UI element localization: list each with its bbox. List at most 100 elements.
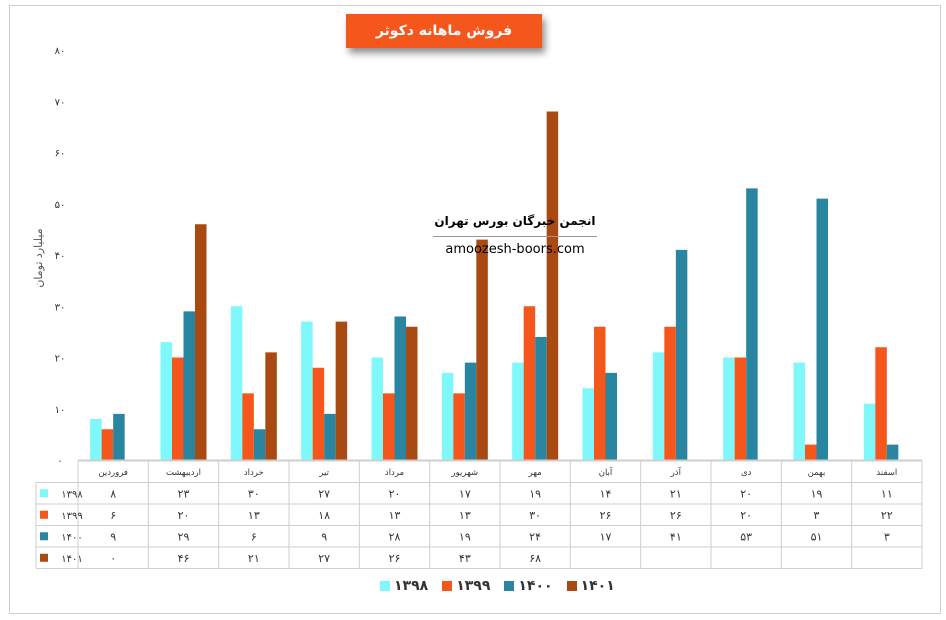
legend-swatch xyxy=(504,581,515,591)
table-cell: ۲۱ xyxy=(670,487,682,500)
bar-6-3 xyxy=(546,111,559,460)
table-cell: ۲۶ xyxy=(389,552,401,565)
bar-8-0 xyxy=(652,352,665,460)
bar-7-2 xyxy=(605,372,617,460)
table-cell: ۳۰ xyxy=(248,487,260,500)
category-label: مهر xyxy=(528,468,542,478)
bar-6-1 xyxy=(523,306,536,460)
table-cell: ۹ xyxy=(110,530,116,543)
category-label: تیر xyxy=(318,468,329,478)
category-label: فروردین xyxy=(98,468,128,478)
category-label: شهریور xyxy=(451,468,479,478)
table-cell: ۱۱ xyxy=(881,487,893,500)
table-cell: ۴۳ xyxy=(459,552,471,565)
legend-label: ۱۳۹۹ xyxy=(456,578,491,594)
table-swatch-2 xyxy=(40,532,48,541)
table-swatch-0 xyxy=(40,489,48,498)
legend-item: ۱۳۹۸ xyxy=(380,578,428,594)
bar-11-2 xyxy=(886,444,899,460)
bar-3-1 xyxy=(312,367,325,460)
y-tick-label: ۰ xyxy=(57,456,62,467)
bar-10-1 xyxy=(805,444,817,460)
bar-5-1 xyxy=(453,393,465,460)
legend-item: ۱۴۰۰ xyxy=(504,578,553,594)
table-cell: ۲۳ xyxy=(178,487,190,500)
bar-10-0 xyxy=(793,362,805,460)
table-cell: ۴۶ xyxy=(178,552,190,565)
table-series-name: ۱۴۰۱ xyxy=(61,554,82,565)
legend-label: ۱۴۰۱ xyxy=(580,578,615,594)
table-series-name: ۱۳۹۹ xyxy=(61,511,82,522)
bar-8-1 xyxy=(664,326,676,460)
chart-frame xyxy=(9,5,941,614)
table-cell: ۱۳ xyxy=(459,509,471,522)
legend-swatch xyxy=(380,581,390,591)
y-tick-label: ۳۰ xyxy=(55,302,66,313)
bar-0-0 xyxy=(90,419,102,460)
table-cell: ۱۴ xyxy=(600,487,612,500)
bar-3-2 xyxy=(324,413,336,460)
table-cell: ۱۷ xyxy=(600,530,612,543)
y-tick-label: ۱۰ xyxy=(55,405,66,416)
table-cell: ۲۹ xyxy=(178,530,190,543)
legend-item: ۱۴۰۱ xyxy=(566,578,615,594)
y-tick-label: ۲۰ xyxy=(55,354,66,365)
category-label: آذر xyxy=(670,466,682,478)
bar-2-0 xyxy=(230,306,243,460)
watermark-org: انجمن خبرگان بورس تهران xyxy=(434,214,596,228)
table-cell: ۴۱ xyxy=(670,530,682,543)
table-cell: ۲۰ xyxy=(740,487,752,500)
category-label: اردیبهشت xyxy=(166,468,201,478)
table-cell: ۲۴ xyxy=(529,530,541,543)
bar-5-0 xyxy=(441,372,454,460)
table-swatch-1 xyxy=(40,510,48,519)
bar-11-0 xyxy=(863,403,876,460)
table-cell: ۱۹ xyxy=(459,530,471,543)
legend-item: ۱۳۹۹ xyxy=(442,578,490,594)
category-label: آبان xyxy=(599,466,613,478)
category-label: بهمن xyxy=(808,468,826,478)
category-label: دی xyxy=(741,468,752,478)
table-cell: ۲۰ xyxy=(389,487,401,500)
bar-2-1 xyxy=(242,393,254,460)
bar-5-3 xyxy=(476,239,488,460)
table-cell: ۱۳ xyxy=(389,509,401,522)
legend-label: ۱۳۹۸ xyxy=(394,578,429,594)
bar-7-1 xyxy=(594,326,606,460)
legend-swatch xyxy=(566,581,577,591)
bar-3-0 xyxy=(301,321,313,460)
y-tick-label: ۷۰ xyxy=(55,97,66,108)
table-cell: ۱۳ xyxy=(248,509,260,522)
table-cell: ۲۰ xyxy=(740,509,752,522)
table-cell: ۵۱ xyxy=(811,530,823,543)
bar-2-3 xyxy=(265,352,277,460)
bar-1-0 xyxy=(160,342,172,460)
bar-3-3 xyxy=(335,321,348,460)
table-cell: ۲۲ xyxy=(881,509,893,522)
bar-11-1 xyxy=(875,347,887,460)
bar-6-2 xyxy=(535,337,547,460)
bar-9-0 xyxy=(723,357,735,460)
y-tick-label: ۶۰ xyxy=(55,149,66,160)
bar-0-2 xyxy=(113,413,125,460)
bar-7-0 xyxy=(582,388,594,460)
y-axis-label: میلیارد تومان xyxy=(32,228,45,287)
bar-4-1 xyxy=(383,393,395,460)
table-cell: ۲۶ xyxy=(670,509,682,522)
bar-1-2 xyxy=(183,311,195,460)
table-series-name: ۱۳۹۸ xyxy=(61,489,83,500)
legend-label: ۱۴۰۰ xyxy=(518,578,553,594)
bar-4-2 xyxy=(394,316,406,460)
bar-5-2 xyxy=(464,362,477,460)
table-cell: ۶ xyxy=(251,530,257,543)
bar-1-1 xyxy=(172,357,184,460)
bar-9-2 xyxy=(746,188,758,460)
table-cell: ۱۹ xyxy=(811,487,823,500)
table-series-name: ۱۴۰۰ xyxy=(61,532,82,543)
bar-1-3 xyxy=(195,224,207,460)
table-cell: ۶ xyxy=(110,509,116,522)
table-cell: ۲۷ xyxy=(318,552,330,565)
y-tick-label: ۸۰ xyxy=(55,46,66,57)
watermark-divider xyxy=(433,236,597,237)
